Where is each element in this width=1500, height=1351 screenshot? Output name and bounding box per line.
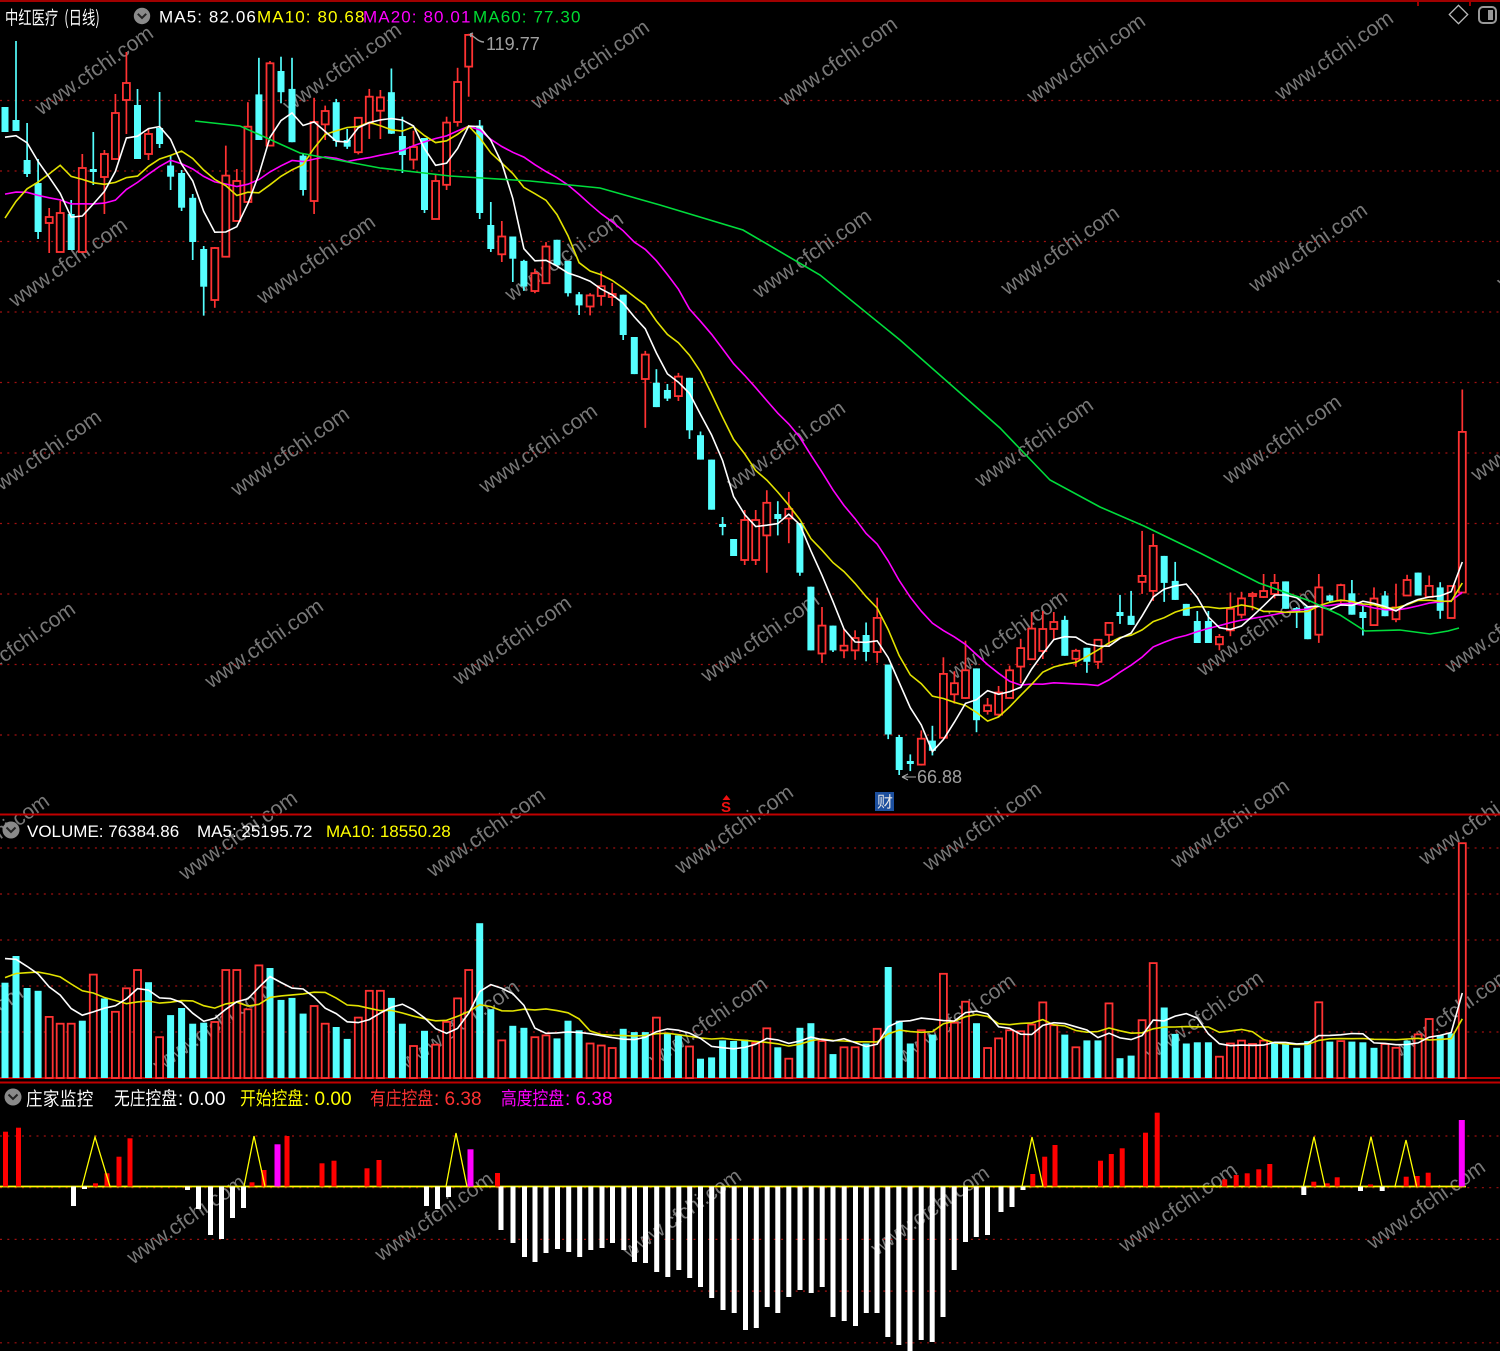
svg-text:: 6.38: : 6.38	[434, 1089, 482, 1110]
svg-text:S: S	[721, 799, 731, 816]
svg-text:: 0.00: : 0.00	[178, 1089, 226, 1110]
svg-text:: 0.00: : 0.00	[304, 1089, 352, 1110]
svg-text:: 6.38: : 6.38	[565, 1089, 613, 1110]
svg-text:VOLUME: 76384.86: VOLUME: 76384.86	[27, 822, 179, 841]
svg-text:MA5: 82.06: MA5: 82.06	[159, 8, 257, 27]
svg-text:MA60: 77.30: MA60: 77.30	[473, 8, 582, 27]
svg-text:66.88: 66.88	[917, 767, 962, 787]
svg-text:MA20: 80.01: MA20: 80.01	[363, 8, 472, 27]
svg-text:119.77: 119.77	[486, 34, 540, 54]
svg-text:MA10: 80.68: MA10: 80.68	[257, 8, 366, 27]
svg-text:MA5: 25195.72: MA5: 25195.72	[197, 822, 312, 841]
svg-text:MA10: 18550.28: MA10: 18550.28	[326, 822, 451, 841]
